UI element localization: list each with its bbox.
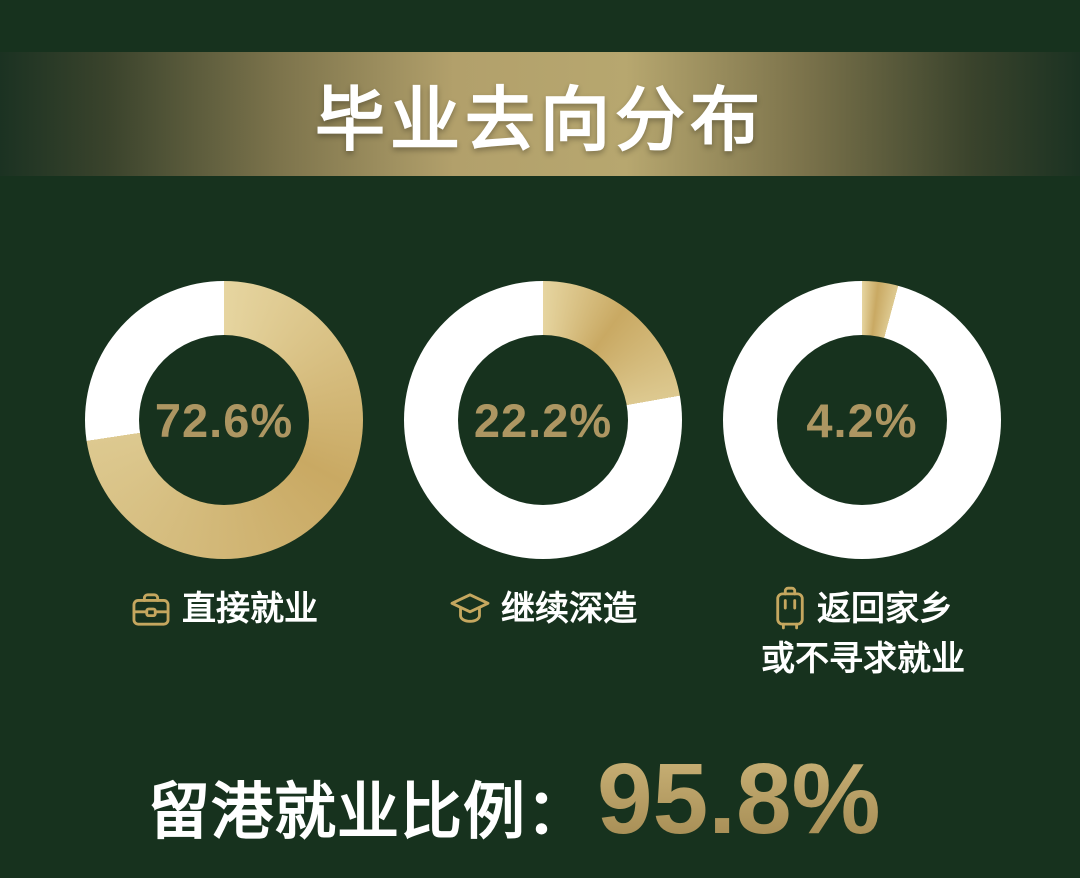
donut-hole: 4.2% [777,335,947,505]
title-banner: 毕业去向分布 [0,52,1080,176]
footer-stat: 留港就业比例： 95.8% [148,742,1080,857]
donut-chart-direct-employment: 72.6% [85,281,363,559]
percent-value: 72.6% [154,393,294,447]
donut-chart-return-home: 4.2% [723,281,1001,559]
legend-label: 继续深造 [501,590,637,628]
donut-hole: 72.6% [139,335,309,505]
luggage-icon [773,585,807,633]
footer-stat-value: 95.8% [597,743,881,855]
page-title: 毕业去向分布 [315,80,765,159]
graduation-cap-icon [449,591,491,627]
legend-return-home: 返回家乡 或不寻求就业 [713,584,1013,684]
legend-further-study: 继续深造 [404,584,682,634]
legend-label: 返回家乡 [817,590,953,628]
legend-direct-employment: 直接就业 [85,584,363,634]
briefcase-icon [130,591,172,627]
legend-label-line2: 或不寻求就业 [761,640,965,678]
percent-value: 4.2% [806,393,918,447]
donut-hole: 22.2% [458,335,628,505]
legend-label: 直接就业 [182,590,318,628]
footer-stat-label: 留港就业比例： [148,778,590,847]
donut-chart-further-study: 22.2% [404,281,682,559]
percent-value: 22.2% [473,393,613,447]
